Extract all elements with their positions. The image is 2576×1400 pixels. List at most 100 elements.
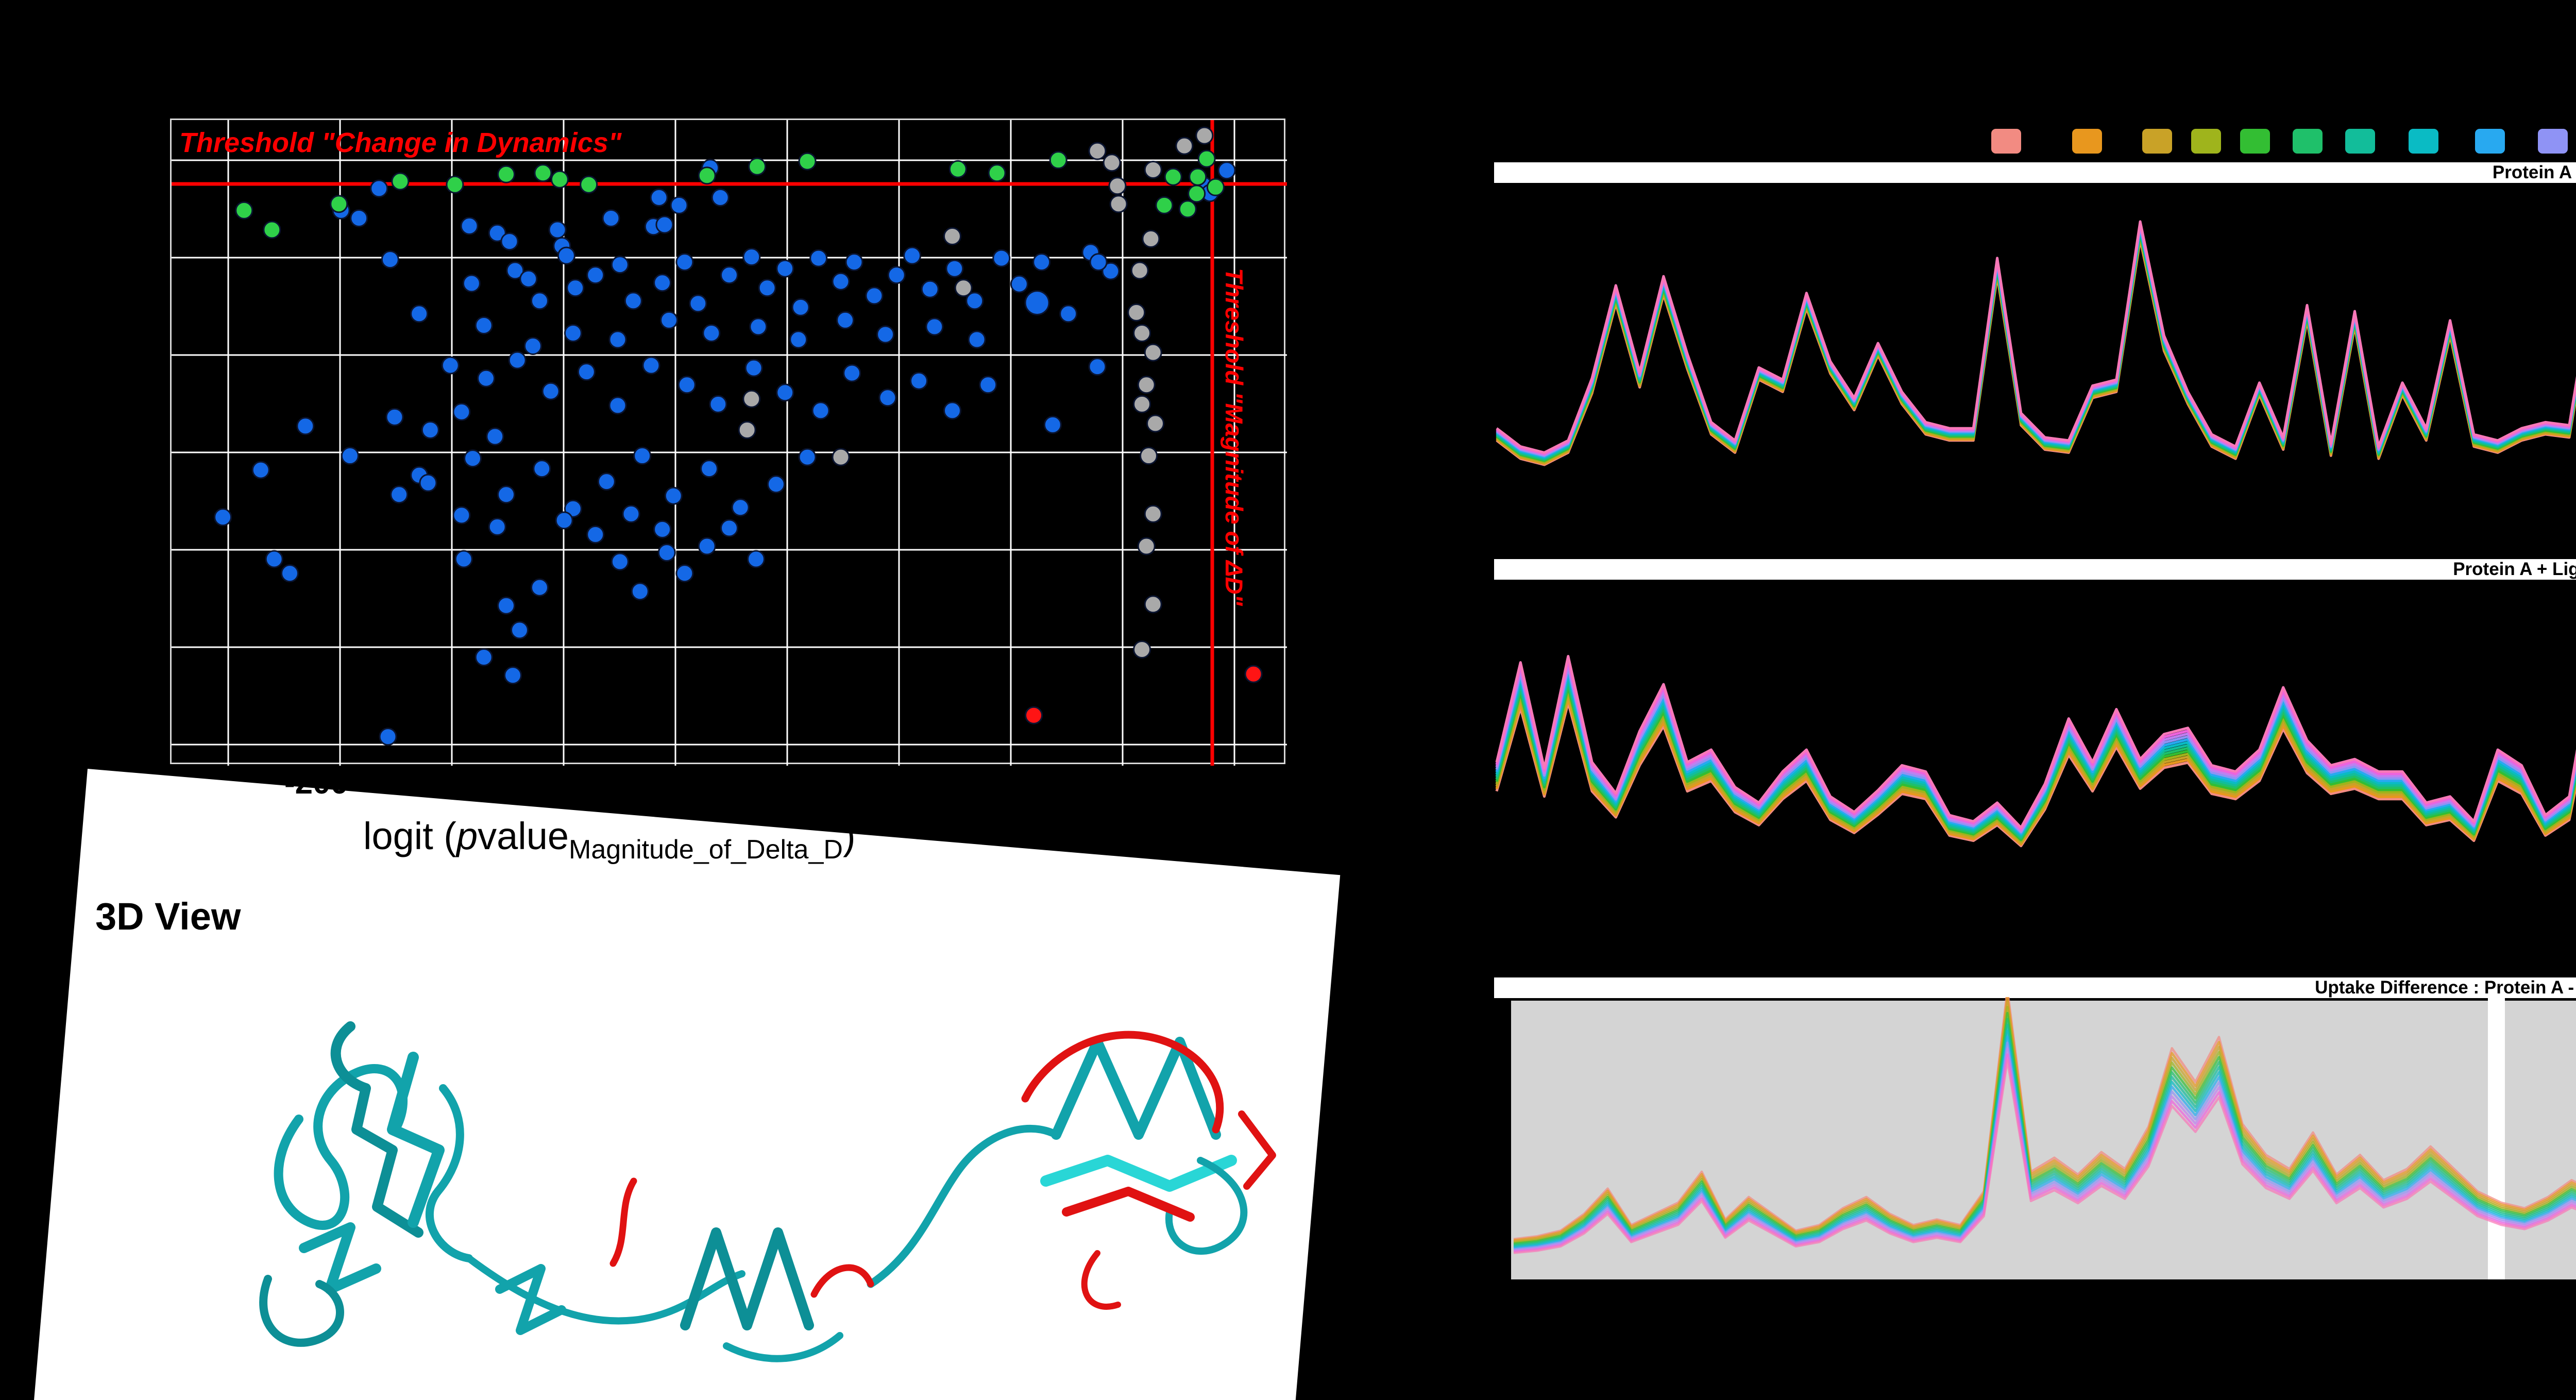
scatter-point-green[interactable] (1206, 178, 1225, 196)
scatter-point-blue[interactable] (462, 274, 481, 293)
scatter-point-blue[interactable] (776, 259, 794, 278)
scatter-point-blue[interactable] (602, 209, 620, 227)
scatter-point-gray[interactable] (1142, 230, 1160, 248)
scatter-point-blue[interactable] (577, 363, 596, 381)
scatter-point-blue[interactable] (557, 246, 575, 265)
scatter-point-blue[interactable] (791, 298, 810, 316)
scatter-point-green[interactable] (948, 160, 967, 178)
scatter-point-blue[interactable] (655, 215, 674, 234)
scatter-point-green[interactable] (748, 157, 767, 176)
scatter-point-blue[interactable] (677, 376, 696, 394)
scatter-point-gray[interactable] (1137, 537, 1156, 555)
scatter-point-blue[interactable] (390, 485, 409, 504)
scatter-point-gray[interactable] (1109, 195, 1128, 213)
scatter-point-blue[interactable] (832, 272, 850, 291)
scatter-point-blue[interactable] (903, 246, 922, 265)
scatter-point-blue[interactable] (758, 279, 776, 297)
scatter-point-green[interactable] (1049, 151, 1067, 170)
scatter-point-gray[interactable] (1127, 303, 1146, 322)
scatter-point-gray[interactable] (1130, 261, 1149, 280)
scatter-point-gray[interactable] (1144, 504, 1162, 523)
scatter-point-blue[interactable] (474, 648, 493, 666)
scatter-point-green[interactable] (391, 172, 410, 191)
scatter-point-blue[interactable] (510, 621, 529, 639)
scatter-point-green[interactable] (1178, 200, 1197, 218)
scatter-point-blue[interactable] (381, 250, 399, 269)
scatter-point-blue[interactable] (968, 330, 986, 349)
scatter-point-blue[interactable] (747, 550, 765, 568)
legend-swatch-timepoint-2[interactable] (2072, 129, 2102, 154)
scatter-point-blue[interactable] (633, 447, 652, 465)
scatter-point-blue[interactable] (776, 383, 794, 402)
scatter-point-blue[interactable] (441, 356, 460, 375)
scatter-point-blue[interactable] (720, 519, 738, 537)
scatter-point-blue[interactable] (566, 279, 585, 297)
scatter-point-blue[interactable] (452, 402, 471, 421)
scatter-point-blue[interactable] (608, 396, 627, 415)
scatter-point-green[interactable] (1197, 149, 1216, 168)
scatter-point-blue[interactable] (379, 728, 397, 746)
scatter-point-gray[interactable] (1088, 142, 1107, 160)
legend-swatch-timepoint-10[interactable] (2538, 129, 2568, 154)
scatter-point-blue[interactable] (419, 474, 437, 492)
scatter-point-blue[interactable] (519, 269, 538, 288)
scatter-point-blue[interactable] (664, 486, 683, 505)
scatter-point-gray[interactable] (943, 227, 961, 246)
scatter-point-blue[interactable] (486, 427, 504, 446)
scatter-point-blue[interactable] (642, 356, 660, 375)
legend-swatch-timepoint-6[interactable] (2293, 129, 2323, 154)
scatter-point-blue[interactable] (564, 324, 582, 342)
scatter-point-blue[interactable] (464, 449, 482, 468)
scatter-point-blue[interactable] (711, 188, 730, 207)
scatter-point-blue[interactable] (555, 511, 573, 530)
scatter-point-blue[interactable] (657, 544, 676, 562)
scatter-point-blue[interactable] (1043, 415, 1062, 434)
scatter-point-blue[interactable] (789, 330, 808, 349)
scatter-point-blue[interactable] (530, 578, 549, 597)
scatter-point-blue[interactable] (280, 564, 299, 583)
scatter-point-gray[interactable] (1133, 324, 1151, 342)
scatter-point-blue[interactable] (798, 448, 817, 466)
scatter-point-blue[interactable] (533, 460, 551, 478)
scatter-point-blue[interactable] (421, 420, 439, 439)
scatter-point-gray[interactable] (742, 390, 761, 408)
scatter-point-blue[interactable] (624, 292, 642, 310)
scatter-point-blue[interactable] (474, 316, 493, 334)
scatter-point-blue[interactable] (979, 376, 997, 394)
scatter-point-blue[interactable] (925, 317, 944, 336)
scatter-point-blue[interactable] (497, 485, 515, 504)
legend-swatch-timepoint-5[interactable] (2240, 129, 2270, 154)
scatter-point-gray[interactable] (1108, 177, 1127, 195)
scatter-point-green[interactable] (550, 170, 569, 189)
scatter-point-gray[interactable] (738, 420, 756, 439)
scatter-point-blue[interactable] (454, 550, 473, 568)
scatter-point-blue[interactable] (460, 216, 479, 235)
scatter-point-blue[interactable] (506, 261, 524, 280)
scatter-point-gray[interactable] (1133, 395, 1151, 413)
scatter-point-blue[interactable] (586, 266, 605, 284)
scatter-point-blue[interactable] (887, 266, 906, 284)
scatter-point-blue[interactable] (488, 224, 506, 242)
legend-swatch-timepoint-7[interactable] (2345, 129, 2375, 154)
scatter-point-gray[interactable] (1144, 595, 1162, 614)
scatter-point-green[interactable] (263, 221, 281, 239)
scatter-point-blue[interactable] (731, 498, 750, 517)
scatter-point-gray[interactable] (1137, 376, 1156, 394)
scatter-point-blue[interactable] (878, 389, 897, 407)
scatter-point-blue[interactable] (631, 582, 649, 601)
scatter-point-blue[interactable] (650, 188, 668, 207)
scatter-point-blue[interactable] (541, 382, 560, 400)
scatter-point-gray[interactable] (832, 448, 850, 466)
scatter-point-blue[interactable] (530, 292, 549, 310)
scatter-point-blue[interactable] (992, 249, 1011, 267)
scatter-point-blue[interactable] (500, 232, 519, 251)
scatter-point-blue[interactable] (608, 330, 627, 349)
scatter-point-green[interactable] (1155, 196, 1174, 214)
scatter-point-blue-large[interactable] (1024, 290, 1050, 316)
legend-swatch-timepoint-4[interactable] (2191, 129, 2221, 154)
scatter-point-blue[interactable] (943, 401, 961, 420)
scatter-point-blue[interactable] (497, 596, 515, 615)
scatter-point-blue[interactable] (689, 294, 707, 313)
scatter-point-blue[interactable] (265, 550, 283, 568)
scatter-point-green[interactable] (698, 166, 716, 185)
